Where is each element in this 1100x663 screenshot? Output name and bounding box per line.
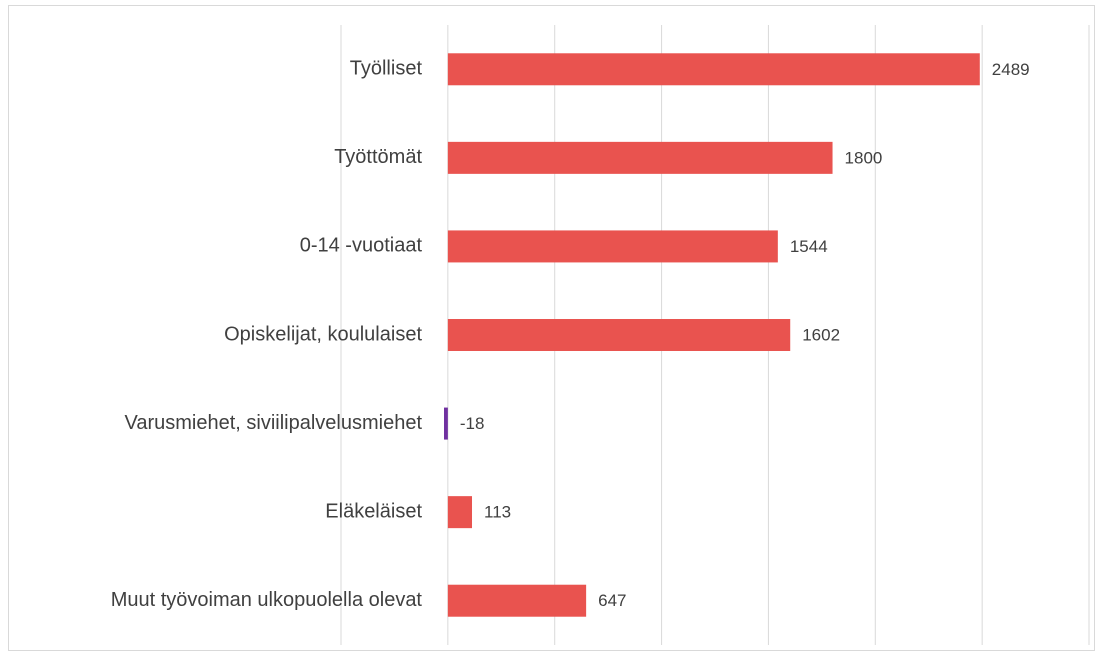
data-label: -18 [460, 414, 485, 433]
data-label: 1800 [845, 148, 883, 167]
bar [447, 496, 473, 529]
data-label: 113 [484, 503, 511, 522]
bar [447, 319, 791, 351]
bar [444, 407, 448, 440]
bar [447, 230, 778, 263]
y-tick-label: Muut työvoiman ulkopuolella olevat [111, 589, 423, 611]
bar [447, 584, 587, 617]
data-label: 1544 [790, 237, 828, 256]
bar [447, 141, 833, 174]
y-tick-label: 0-14 -vuotiaat [300, 235, 423, 257]
data-label: 2489 [992, 60, 1030, 79]
y-tick-label: Työlliset [350, 58, 423, 80]
bar [447, 53, 980, 86]
y-tick-label: Eläkeläiset [325, 500, 422, 522]
data-label: 1602 [802, 325, 840, 344]
y-tick-label: Työttömät [334, 146, 422, 168]
y-tick-label: Varusmiehet, siviilipalvelusmiehet [124, 412, 422, 434]
data-label: 647 [598, 591, 626, 610]
y-tick-label: Opiskelijat, koululaiset [224, 323, 422, 345]
